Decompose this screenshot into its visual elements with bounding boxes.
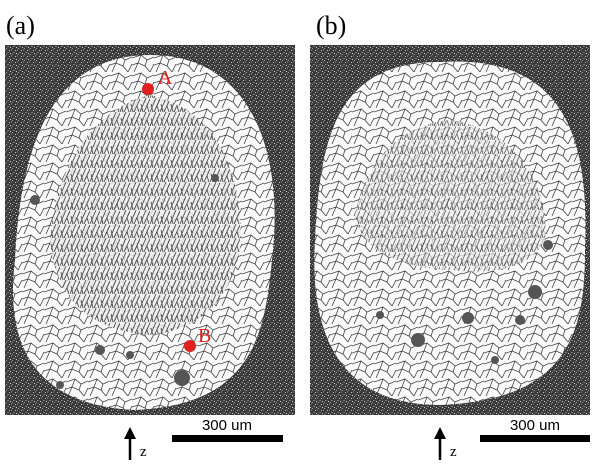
figure: (a) A B z 300 um (b) z 300 um [0, 0, 593, 461]
axis-label: z [140, 444, 147, 460]
point-label: B [198, 325, 211, 347]
point-label: A [158, 67, 173, 89]
scale-bar [172, 435, 283, 442]
axis-arrow-head [124, 427, 136, 439]
panel-a: (a) A B z 300 um [5, 11, 295, 460]
panel-b: (b) z 300 um [310, 11, 590, 460]
panel-label: (b) [316, 11, 346, 40]
scale-bar [480, 435, 590, 442]
axis-arrow-head [434, 427, 446, 439]
scale-bar-label: 300 um [510, 417, 560, 434]
point-marker [142, 83, 154, 95]
scale-bar-label: 300 um [202, 417, 252, 434]
point-marker [184, 340, 196, 352]
axis-label: z [450, 444, 457, 460]
panel-label: (a) [6, 11, 35, 40]
